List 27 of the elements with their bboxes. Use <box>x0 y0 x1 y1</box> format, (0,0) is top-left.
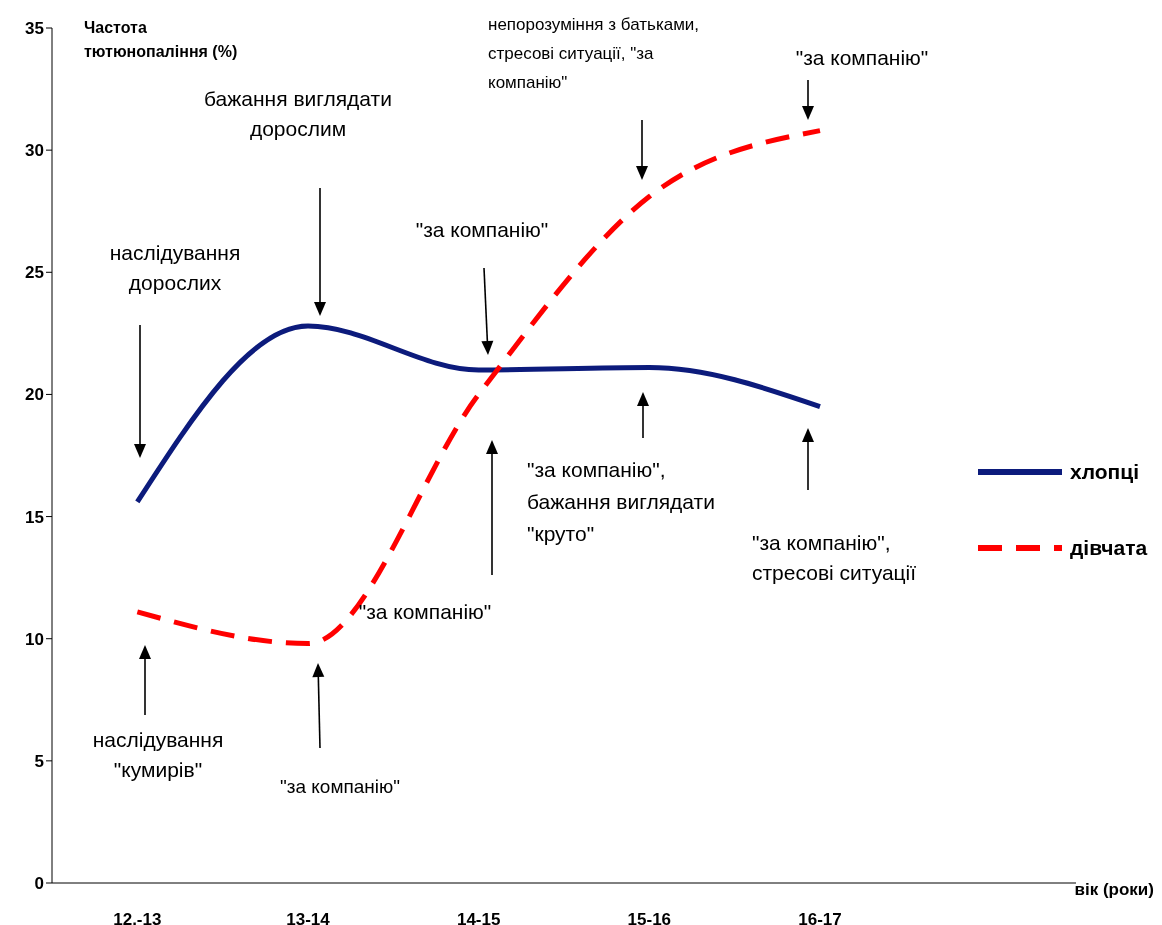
annotation: "за компанію", бажання виглядати "круто" <box>527 458 715 545</box>
x-tick-label: 16-17 <box>798 910 842 925</box>
x-axis-title: вік (роки) <box>1074 880 1154 900</box>
annotation: наслідування дорослих <box>109 241 241 294</box>
y-tick-label: 20 <box>25 385 44 405</box>
annotation: "за компанію" <box>358 600 492 623</box>
annotation: "за компанію" <box>795 46 929 69</box>
y-axis-title: Частота тютюнопаління (%) <box>84 18 238 62</box>
x-tick-label: 12.-13 <box>113 910 162 925</box>
y-tick-label: 15 <box>25 507 44 527</box>
annotation: непорозуміння з батьками, стресові ситуації, "за компанію" <box>488 15 700 92</box>
y-tick-label: 5 <box>34 751 44 771</box>
annotation: "за компанію" <box>279 776 401 797</box>
y-tick-label: 30 <box>25 141 44 161</box>
annotation: наслідування "кумирів" <box>92 728 224 781</box>
y-tick-label: 10 <box>25 629 44 649</box>
legend-label: дівчата <box>1070 536 1148 560</box>
legend-label: хлопці <box>1070 460 1139 484</box>
annotation: "за компанію", стресові ситуації <box>752 531 917 584</box>
y-tick-label: 0 <box>34 874 44 894</box>
annotation: "за компанію" <box>415 218 549 241</box>
x-tick-label: 14-15 <box>456 910 501 925</box>
y-tick-label: 25 <box>25 263 44 283</box>
x-tick-label: 13-14 <box>286 910 331 925</box>
annotation: бажання виглядати дорослим <box>204 87 392 140</box>
y-tick-label: 35 <box>25 19 44 39</box>
x-tick-label: 15-16 <box>627 910 672 925</box>
